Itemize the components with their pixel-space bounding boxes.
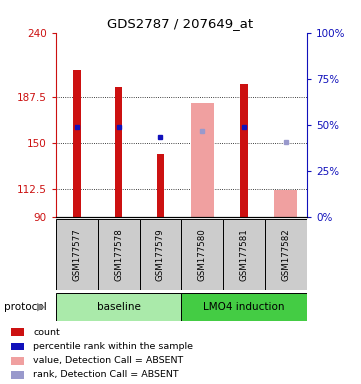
Bar bbox=[223, 219, 265, 290]
Bar bbox=[98, 219, 140, 290]
Text: rank, Detection Call = ABSENT: rank, Detection Call = ABSENT bbox=[33, 371, 179, 379]
Bar bbox=[73, 70, 81, 217]
Text: GSM177577: GSM177577 bbox=[72, 228, 81, 281]
Bar bbox=[11, 357, 24, 365]
Text: baseline: baseline bbox=[97, 301, 141, 312]
Bar bbox=[274, 190, 297, 217]
Text: value, Detection Call = ABSENT: value, Detection Call = ABSENT bbox=[33, 356, 183, 365]
Text: protocol: protocol bbox=[4, 301, 46, 312]
Bar bbox=[181, 219, 223, 290]
Text: ▶: ▶ bbox=[37, 301, 46, 312]
Text: GSM177582: GSM177582 bbox=[282, 228, 291, 281]
Bar bbox=[191, 103, 214, 217]
Bar bbox=[56, 293, 181, 321]
Text: GSM177578: GSM177578 bbox=[114, 228, 123, 281]
Bar bbox=[11, 328, 24, 336]
Bar bbox=[157, 154, 164, 217]
Bar bbox=[11, 343, 24, 351]
Text: GSM177579: GSM177579 bbox=[156, 228, 165, 281]
Bar bbox=[115, 87, 122, 217]
Bar bbox=[140, 219, 181, 290]
Bar bbox=[181, 293, 307, 321]
Text: GSM177581: GSM177581 bbox=[240, 228, 249, 281]
Text: count: count bbox=[33, 328, 60, 337]
Bar bbox=[11, 371, 24, 379]
Bar bbox=[265, 219, 307, 290]
Text: LMO4 induction: LMO4 induction bbox=[203, 301, 285, 312]
Bar bbox=[240, 84, 248, 217]
Text: GDS2787 / 207649_at: GDS2787 / 207649_at bbox=[108, 17, 253, 30]
Text: percentile rank within the sample: percentile rank within the sample bbox=[33, 342, 193, 351]
Text: GSM177580: GSM177580 bbox=[198, 228, 207, 281]
Bar bbox=[56, 219, 98, 290]
